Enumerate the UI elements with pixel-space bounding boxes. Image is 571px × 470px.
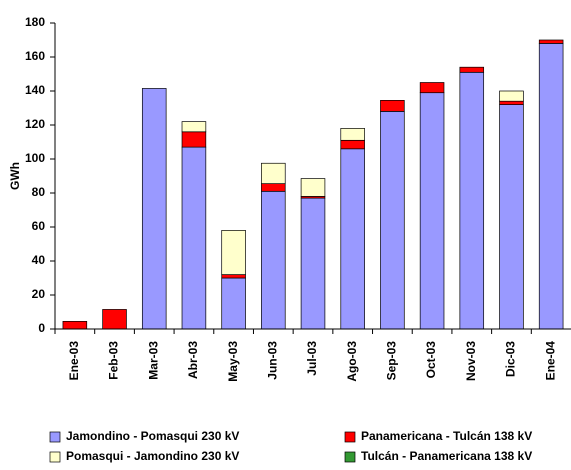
- legend-swatch: [344, 431, 356, 443]
- legend-label: Pomasqui - Jamondino 230 kV: [66, 449, 239, 463]
- x-tick-label: Ago-03: [345, 341, 359, 382]
- y-axis-label: GWh: [8, 162, 22, 190]
- bar-segment: [340, 148, 365, 330]
- x-tick-label: Abr-03: [186, 341, 200, 379]
- x-tick-label: Ene-03: [67, 341, 81, 381]
- y-tick-label: 140: [25, 83, 45, 97]
- bar-segment: [300, 178, 326, 197]
- y-tick-label: 40: [32, 253, 46, 267]
- bar-segment: [499, 104, 524, 330]
- legend-swatch: [49, 451, 61, 463]
- bar-segment: [419, 92, 445, 330]
- y-tick-label: 100: [25, 151, 45, 165]
- bar-segment: [261, 190, 286, 330]
- y-tick-label: 160: [25, 49, 45, 63]
- legend-label: Tulcán - Panamericana 138 kV: [361, 449, 532, 463]
- y-tick-label: 20: [32, 287, 46, 301]
- bar-segment: [419, 82, 445, 94]
- bar-segment: [459, 71, 485, 330]
- bar-segment: [181, 146, 207, 330]
- x-tick-label: Jun-03: [265, 341, 279, 380]
- x-tick-label: Mar-03: [146, 341, 160, 380]
- legend-label: Panamericana - Tulcán 138 kV: [361, 429, 532, 443]
- bar-segment: [538, 43, 564, 330]
- bar-segment: [300, 197, 326, 330]
- legend-swatch: [344, 451, 356, 463]
- x-tick-label: Nov-03: [464, 341, 478, 381]
- bar-segment: [499, 100, 524, 105]
- x-tick-label: Oct-03: [424, 341, 438, 379]
- x-tick-label: Feb-03: [107, 341, 121, 380]
- x-tick-label: Ene-04: [543, 341, 557, 381]
- bar-segment: [261, 162, 286, 184]
- bar-segment: [380, 99, 405, 112]
- x-tick-label: Sep-03: [385, 341, 399, 381]
- y-tick-label: 80: [32, 185, 46, 199]
- legend-label: Jamondino - Pomasqui 230 kV: [66, 429, 239, 443]
- bar-segment: [499, 90, 524, 102]
- bar-segment: [181, 121, 207, 133]
- x-tick-label: May-03: [226, 341, 240, 382]
- bar-segment: [221, 230, 246, 275]
- legend-swatch: [49, 431, 61, 443]
- bar-segment: [181, 131, 207, 148]
- y-tick-label: 60: [32, 219, 46, 233]
- bar-segment: [380, 111, 405, 330]
- bar-segment: [221, 274, 246, 279]
- bar-segment: [221, 277, 246, 330]
- bar-segment: [141, 88, 167, 330]
- x-tick-label: Dic-03: [504, 341, 518, 377]
- bar-segment: [261, 183, 286, 192]
- bar-segment: [102, 309, 127, 330]
- y-tick-label: 120: [25, 117, 45, 131]
- x-tick-label: Jul-03: [305, 341, 319, 376]
- y-tick-label: 180: [25, 15, 45, 29]
- bar-segment: [538, 39, 564, 44]
- bar-segment: [340, 128, 365, 141]
- bar-segment: [62, 321, 88, 330]
- y-tick-label: 0: [38, 321, 45, 335]
- bar-segment: [340, 139, 365, 150]
- bar-segment: [459, 66, 485, 73]
